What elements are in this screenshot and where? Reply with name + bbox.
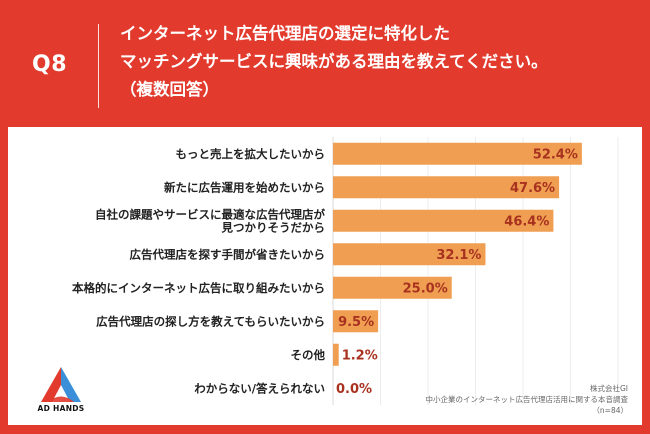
chart-panel: 52.4% もっと売上を拡大したいから 47.6% 新たに広告運用を始めたいから 46.… (8, 127, 642, 425)
header-divider (98, 24, 99, 108)
title-line-2: マッチングサービスに興味がある理由を教えてください。 (120, 52, 548, 71)
category-label: わからない/答えられない (194, 381, 325, 395)
bar (333, 209, 554, 232)
source-line-3: （n=84） (592, 406, 628, 415)
ad-hands-logo: AD HANDS (28, 364, 94, 420)
title-line-3: （複数回答） (120, 80, 219, 99)
bar (333, 176, 560, 199)
data-label: 1.2% (342, 348, 378, 363)
bar (333, 276, 452, 299)
category-label: 新たに広告運用を始めたいから (164, 180, 325, 194)
bar-chart: 52.4% もっと売上を拡大したいから 47.6% 新たに広告運用を始めたいから 46.… (72, 137, 619, 405)
logo-text: AD HANDS (37, 404, 85, 413)
category-label: 本格的にインターネット広告に取り組みたいから (72, 281, 325, 295)
data-label: 47.6% (510, 181, 555, 196)
bar (333, 343, 339, 366)
title-line-1: インターネット広告代理店の選定に特化した (120, 24, 450, 43)
data-label: 46.4% (504, 214, 549, 229)
question-number: Q8 (32, 52, 68, 77)
data-label: 25.0% (403, 281, 448, 296)
category-label: その他 (291, 348, 326, 362)
category-label: 自社の課題やサービスに最適な広告代理店が (95, 207, 325, 221)
source-note: 株式会社GI 中小企業のインターネット広告代理店活用に関する本音調査 （n=84… (426, 383, 629, 416)
data-label: 52.4% (533, 147, 578, 162)
logo-mark-icon (41, 367, 81, 402)
category-label: 見つかりそうだから (221, 220, 326, 234)
bar (333, 243, 486, 266)
category-label: 広告代理店の探し方を教えてもらいたいから (96, 314, 325, 328)
category-label: 広告代理店を探す手間が省きたいから (130, 247, 326, 261)
source-line-2: 中小企業のインターネット広告代理店活用に関する本音調査 (425, 395, 629, 404)
data-label: 32.1% (436, 248, 481, 263)
source-line-1: 株式会社GI (589, 384, 628, 393)
data-label: 9.5% (338, 315, 374, 330)
data-label: 0.0% (336, 382, 372, 397)
header: Q8 インターネット広告代理店の選定に特化した マッチングサービスに興味がある理… (0, 0, 650, 120)
question-title: インターネット広告代理店の選定に特化した マッチングサービスに興味がある理由を教… (120, 20, 640, 104)
category-label: もっと売上を拡大したいから (176, 147, 326, 161)
bar (333, 142, 582, 165)
bar (333, 310, 379, 333)
